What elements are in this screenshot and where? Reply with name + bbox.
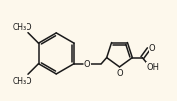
Text: O: O (84, 60, 90, 69)
Text: CH₃: CH₃ (12, 77, 27, 86)
Text: O: O (24, 77, 31, 86)
Text: CH₃: CH₃ (12, 23, 27, 32)
Text: O: O (149, 44, 155, 53)
Text: O: O (24, 23, 31, 32)
Text: OH: OH (146, 63, 159, 72)
Text: O: O (116, 69, 123, 78)
